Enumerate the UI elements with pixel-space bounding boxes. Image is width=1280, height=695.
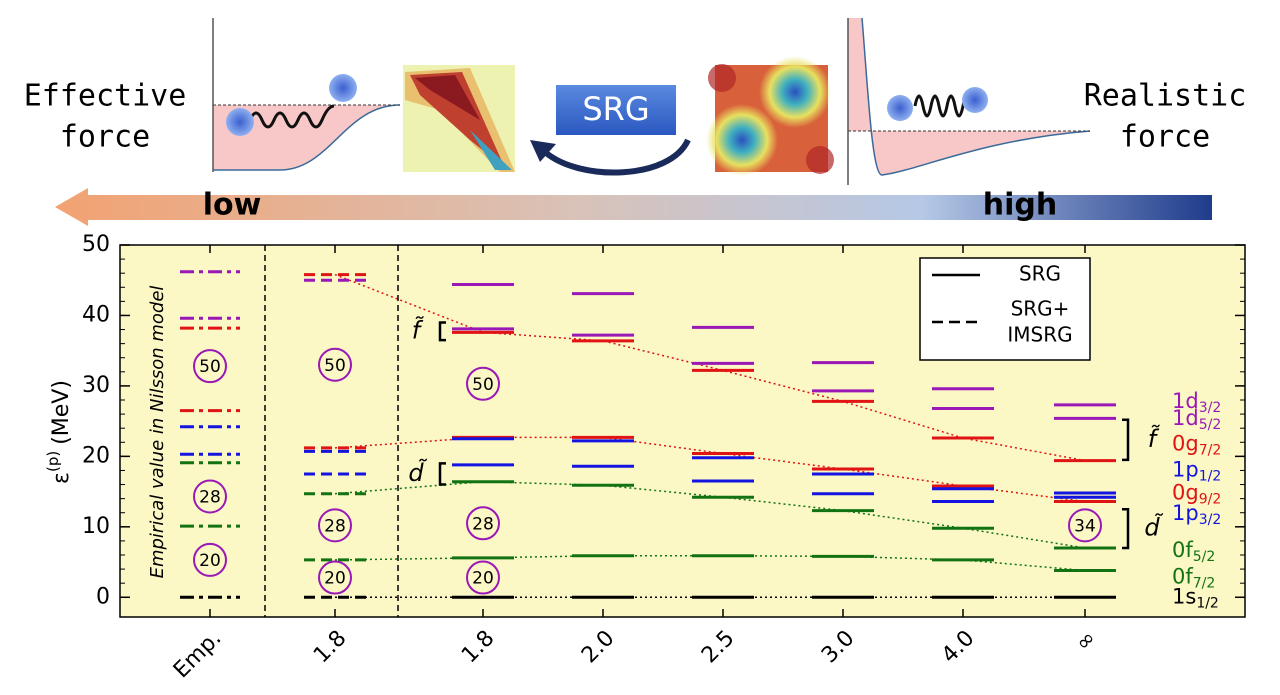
banner: Effective force Realistic force SRG [24, 17, 1247, 226]
orbital-label: 0g9/2 [1172, 481, 1221, 508]
column-note: Empirical value in Nilsson model [147, 286, 168, 579]
bracket [438, 321, 446, 342]
left-label: Effective [24, 79, 187, 114]
y-tick-label: 10 [82, 514, 110, 539]
x-tick-label: 4.0 [937, 626, 979, 668]
y-tick-label: 50 [82, 232, 110, 257]
magic-circle [193, 479, 227, 514]
magic-label: 34 [1074, 516, 1096, 536]
x-tick-label: 3.0 [817, 626, 859, 668]
y-tick-label: 40 [82, 302, 110, 327]
magic-circle [466, 506, 500, 541]
orbital-subscript: 5/2 [1199, 417, 1222, 433]
energy-scale-arrow [55, 188, 1212, 226]
orbital-name: 0g [1172, 481, 1199, 505]
orbital-label: 1d5/2 [1172, 406, 1221, 433]
bracket [1122, 507, 1130, 550]
x-tick-label: ∞ [1071, 626, 1102, 657]
magic-label: 50 [199, 357, 221, 377]
orbital-subscript: 9/2 [1199, 492, 1222, 508]
x-tick-label: 1.8 [457, 626, 499, 668]
legend-label: SRG+ [1011, 297, 1070, 321]
orbital-name: 1s [1172, 584, 1196, 608]
orbital-subscript: 7/2 [1193, 576, 1216, 592]
low-label: low [203, 188, 262, 223]
x-tick-label: 2.5 [697, 626, 739, 668]
magic-label: 50 [472, 375, 494, 395]
orbital-label: 1s1/2 [1172, 584, 1219, 611]
orbital-name: 0f [1172, 565, 1193, 589]
bracket [438, 462, 446, 486]
orbital-name: 0f [1172, 538, 1193, 562]
heatmap-high [706, 56, 834, 176]
orbital-name: 1d [1172, 406, 1199, 430]
magic-label: 20 [472, 569, 494, 589]
right-label: Realistic [1084, 79, 1247, 114]
arrow-head [530, 140, 556, 162]
legend-label: SRG [1019, 262, 1061, 286]
magic-circle [318, 560, 352, 595]
y-tick-label: 0 [96, 584, 110, 609]
orbital-subscript: 1/2 [1199, 468, 1222, 484]
orbital-name: 0g [1172, 431, 1199, 455]
orbital-subscript: 7/2 [1199, 442, 1222, 458]
orbital-subscript: 3/2 [1199, 512, 1222, 528]
orbital-name: 1d [1172, 389, 1199, 413]
realistic-potential [847, 17, 1091, 185]
curved-arrow [543, 138, 691, 176]
right-label: force [1120, 120, 1210, 155]
y-tick-label: 20 [82, 443, 110, 468]
magic-label: 20 [199, 551, 221, 571]
magic-circle [193, 349, 227, 384]
orbital-name: 1p [1172, 501, 1199, 525]
orbital-label: 1p1/2 [1172, 457, 1221, 484]
heatmap-low [403, 65, 515, 172]
y-tick-label: 30 [82, 373, 110, 398]
x-tick-label: Emp. [169, 626, 226, 683]
magic-circle [318, 508, 352, 543]
orbital-subscript: 5/2 [1193, 549, 1216, 565]
y-label-symbol: ε [49, 472, 74, 484]
orbital-label: 1d3/2 [1172, 389, 1221, 416]
magic-label: 50 [324, 356, 346, 376]
magic-label: 28 [324, 516, 346, 536]
effective-potential [212, 18, 401, 172]
y-axis-label: ε(p) (MeV) [44, 380, 75, 484]
high-label: high [983, 188, 1057, 223]
srg-label: SRG [582, 90, 649, 128]
y-label-superscript: (p) [44, 451, 62, 472]
orbital-subscript: 1/2 [1196, 595, 1219, 611]
orbital-name: 1p [1172, 457, 1199, 481]
magic-circle [466, 560, 500, 595]
srg-box [556, 85, 676, 135]
magic-circle [466, 366, 500, 401]
orbital-label: 0g7/2 [1172, 431, 1221, 458]
magic-label: 20 [324, 569, 346, 589]
bracket [1122, 418, 1130, 462]
x-tick-label: 1.8 [309, 626, 351, 668]
magic-label: 28 [199, 488, 221, 508]
bracket-label: d̃ [1144, 513, 1164, 541]
y-label-unit: (MeV) [49, 380, 74, 445]
left-label: force [60, 120, 150, 155]
legend-label: IMSRG [1007, 323, 1072, 347]
x-tick-label: 2.0 [577, 626, 619, 668]
bracket-label: d̃ [408, 459, 428, 487]
magic-label: 28 [472, 514, 494, 534]
magic-circle [193, 542, 227, 577]
orbital-label: 1p3/2 [1172, 501, 1221, 528]
magic-circle [318, 347, 352, 382]
orbital-label: 0f7/2 [1172, 565, 1215, 592]
magic-circle [1068, 508, 1102, 543]
orbital-subscript: 3/2 [1199, 400, 1222, 416]
orbital-label: 0f5/2 [1172, 538, 1215, 565]
